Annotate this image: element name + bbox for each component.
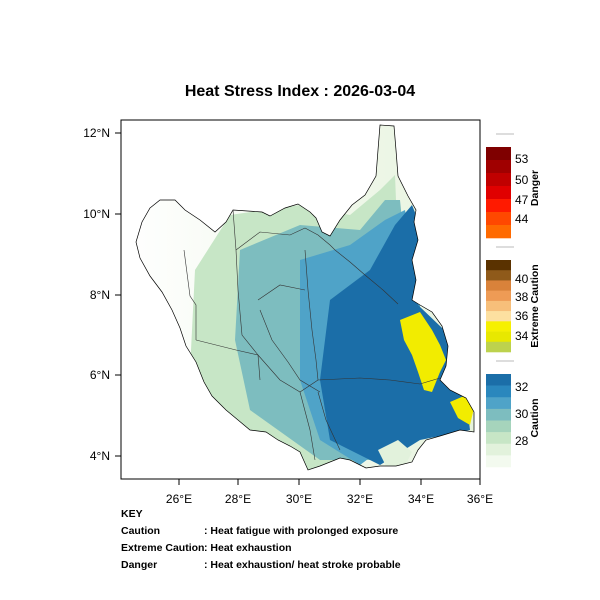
state-boundary — [259, 309, 321, 393]
colorbar-label: 40 — [515, 272, 529, 286]
colorbar-swatch — [486, 341, 511, 353]
y-tick-label: 4°N — [90, 449, 110, 463]
state-boundary — [183, 249, 197, 340]
y-tick-label: 6°N — [90, 368, 110, 382]
colorbar-title: Extreme Caution — [529, 264, 541, 347]
colorbar-swatch — [486, 311, 511, 322]
state-boundary — [317, 391, 341, 451]
x-tick-label: 36°E — [467, 492, 493, 506]
key-category: Extreme Caution — [121, 542, 205, 554]
colorbar-swatch — [486, 331, 511, 343]
map-title: Heat Stress Index : 2026-03-04 — [185, 83, 415, 100]
key-category: Danger — [121, 559, 158, 571]
colorbar-swatch — [486, 408, 511, 421]
colorbar-label: 32 — [515, 380, 529, 394]
colorbar-swatch — [486, 260, 511, 271]
colorbar-swatch — [486, 270, 511, 281]
colorbar-swatch — [486, 443, 511, 456]
colorbar-swatch — [486, 225, 511, 239]
x-tick-label: 30°E — [286, 492, 312, 506]
colorbar-swatch — [486, 280, 511, 291]
colorbar-swatch — [486, 420, 511, 433]
colorbar-swatch — [486, 321, 511, 332]
heat-zone-yellow-east — [400, 312, 446, 392]
key-description: : Heat fatigue with prolonged exposure — [204, 525, 399, 537]
colorbar-swatch — [486, 455, 511, 468]
key-description: : Heat exhaustion — [204, 542, 292, 554]
heat-zone-yellow-south — [450, 396, 474, 425]
key-description: : Heat exhaustion/ heat stroke probable — [204, 559, 401, 571]
x-tick-label: 32°E — [347, 492, 373, 506]
state-boundary — [317, 377, 441, 385]
colorbar-swatch — [486, 212, 511, 226]
colorbar-label: 28 — [515, 434, 529, 448]
heat-zone-dark-blue — [320, 205, 470, 465]
heat-zone-light-south — [378, 440, 412, 468]
colorbar-swatch — [486, 173, 511, 187]
colorbar-swatch — [486, 300, 511, 312]
colorbar-swatch — [486, 397, 511, 410]
colorbar-swatch — [486, 290, 511, 302]
colorbar-swatch — [486, 374, 511, 386]
x-tick-label: 34°E — [408, 492, 434, 506]
y-axis: 12°N 10°N 8°N 6°N 4°N — [83, 126, 121, 463]
map-plot-area — [120, 119, 481, 480]
key-category: Caution — [121, 525, 161, 537]
state-boundary — [304, 227, 336, 251]
colorbar-title: Danger — [529, 170, 541, 206]
colorbar-swatch — [486, 147, 511, 161]
state-boundary — [257, 354, 319, 393]
y-tick-label: 10°N — [83, 207, 110, 221]
colorbar-swatch — [486, 385, 511, 398]
y-tick-label: 8°N — [90, 288, 110, 302]
colorbar-label: 50 — [515, 173, 529, 187]
state-boundary — [235, 227, 306, 251]
colorbar-label: 36 — [515, 309, 529, 323]
colorbar-label: 53 — [515, 152, 529, 166]
colorbar-swatch — [486, 199, 511, 213]
colorbar-label: 30 — [515, 407, 529, 421]
colorbar-label: 38 — [515, 290, 529, 304]
state-boundary — [304, 249, 319, 381]
x-axis: 26°E 28°E 30°E 32°E 34°E 36°E — [166, 479, 493, 506]
state-boundary — [257, 284, 306, 301]
state-boundaries — [183, 209, 441, 461]
colorbar-swatch — [486, 432, 511, 445]
colorbar-swatch — [486, 160, 511, 174]
colorbar-extreme-caution: 40 38 36 34 Extreme Caution — [486, 246, 541, 353]
colorbar-label: 34 — [515, 329, 529, 343]
state-boundary — [299, 391, 316, 461]
state-boundary — [334, 249, 399, 305]
colorbar-title: Caution — [529, 398, 541, 437]
state-boundary — [232, 209, 259, 356]
x-tick-label: 26°E — [166, 492, 192, 506]
colorbar-label: 44 — [515, 212, 529, 226]
x-tick-label: 28°E — [225, 492, 251, 506]
country-outline — [135, 124, 475, 471]
y-tick-label: 12°N — [83, 126, 110, 140]
colorbar-label: 47 — [515, 193, 529, 207]
colorbar-swatch — [486, 186, 511, 200]
state-boundary — [195, 339, 261, 381]
